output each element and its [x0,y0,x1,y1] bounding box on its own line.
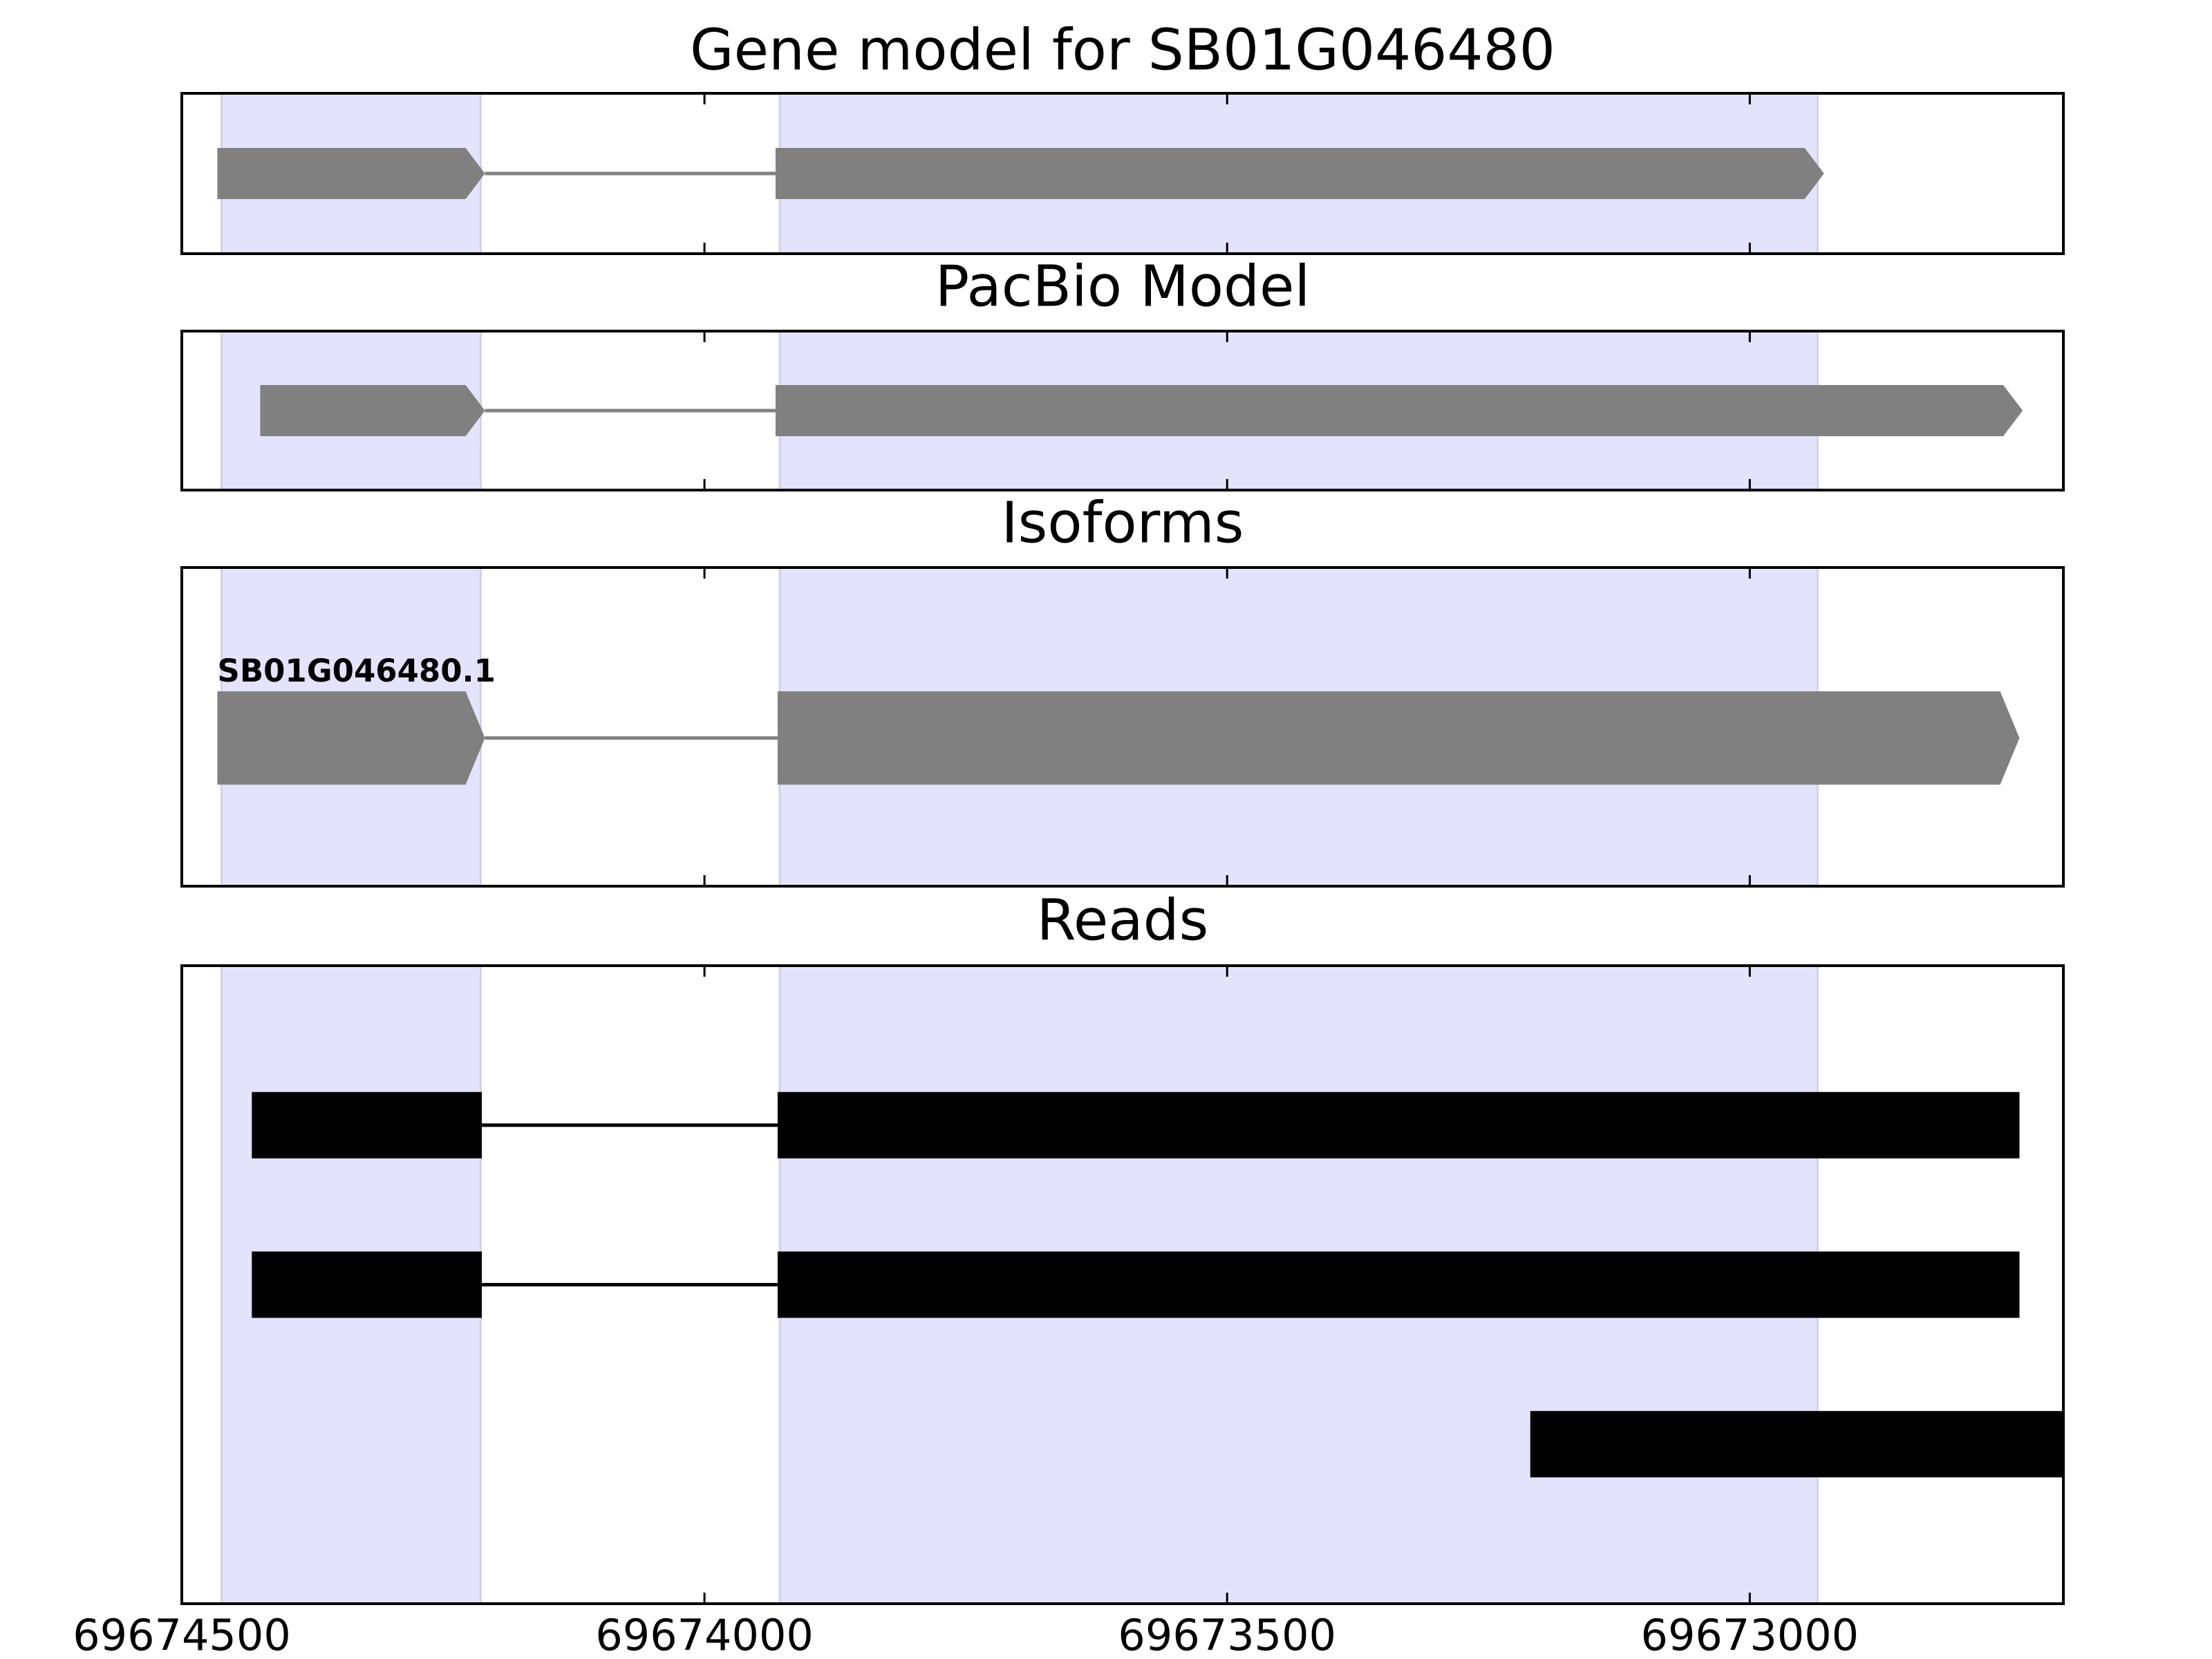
exon [260,385,485,436]
x-tick-label: 69673000 [1641,1610,1859,1659]
exon [775,385,2023,436]
read-block [1530,1411,2063,1478]
panel-frame [180,92,2065,255]
isoform-label: SB01G046480.1 [217,653,496,689]
read-block [252,1091,482,1159]
panel-frame [180,964,2065,1605]
panel-title: PacBio Model [935,254,1311,319]
read-block [777,1251,2020,1318]
panel-title: Reads [1037,888,1209,953]
panel-title: Isoforms [1002,490,1244,556]
exon [217,691,485,785]
exon [777,691,2020,785]
x-tick-label: 69674500 [73,1610,291,1659]
panel-title: Gene model for SB01G046480 [690,17,1555,83]
exon [775,148,1824,199]
read-block [252,1251,482,1318]
exon [217,148,485,199]
x-tick-label: 69674000 [595,1610,814,1659]
panel-frame [180,330,2065,491]
x-tick-label: 69673500 [1118,1610,1336,1659]
read-block [777,1091,2020,1159]
panel-frame [180,566,2065,888]
